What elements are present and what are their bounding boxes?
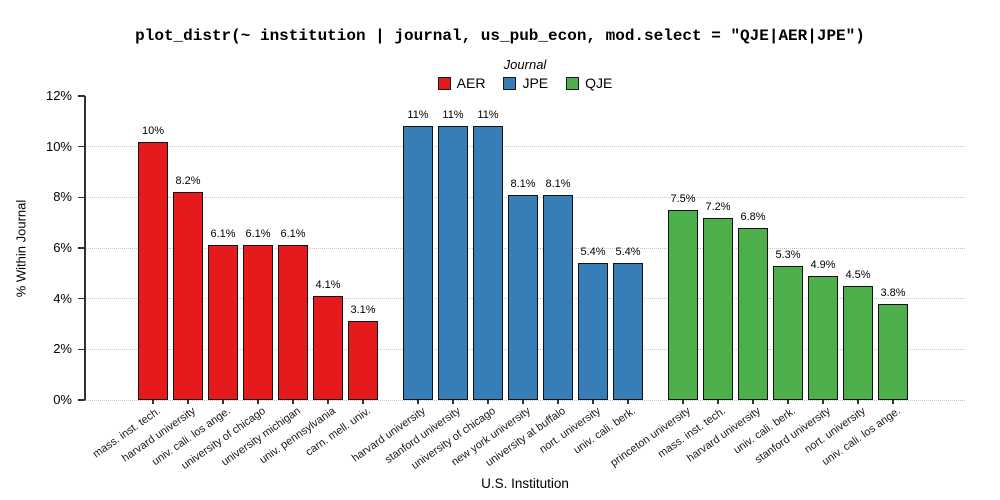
bar-qje <box>808 275 838 400</box>
gridline <box>85 146 965 148</box>
bar-value-label: 6.1% <box>280 228 306 241</box>
bar-jpe <box>438 126 468 400</box>
x-axis-tick <box>627 400 629 404</box>
bar-value-label: 5.4% <box>580 246 606 259</box>
legend-title: Journal <box>503 57 547 72</box>
x-axis-tick <box>822 400 824 404</box>
bar-value-label: 11% <box>407 109 429 122</box>
x-axis-tick <box>257 400 259 404</box>
bar-jpe <box>403 126 433 400</box>
y-axis-line <box>84 96 86 400</box>
y-axis-tick <box>78 399 85 401</box>
bar-qje <box>738 227 768 400</box>
bar-value-label: 4.1% <box>315 279 341 292</box>
y-axis-title: % Within Journal <box>13 199 29 298</box>
x-axis-title: U.S. Institution <box>481 476 569 491</box>
bar-value-label: 6.1% <box>210 228 236 241</box>
y-tick-label: 6% <box>53 240 72 255</box>
bar-jpe <box>578 263 608 400</box>
x-axis-tick <box>682 400 684 404</box>
legend: AER JPE QJE <box>85 75 965 91</box>
bar-value-label: 5.3% <box>775 248 801 261</box>
x-axis-tick <box>717 400 719 404</box>
bar-value-label: 4.5% <box>845 269 871 281</box>
bar-aer <box>138 141 168 400</box>
y-tick-label: 0% <box>53 392 72 407</box>
x-axis-tick <box>857 400 859 404</box>
bar-value-label: 4.9% <box>810 258 836 271</box>
legend-swatch-jpe <box>503 76 517 90</box>
y-tick-label: 2% <box>53 341 72 357</box>
x-axis-tick <box>222 400 224 404</box>
x-axis-tick <box>752 400 754 404</box>
bar-value-label: 5.4% <box>615 246 641 259</box>
y-tick-label: 8% <box>53 189 72 205</box>
y-axis-tick <box>78 95 85 97</box>
legend-entry-aer: AER <box>437 75 486 91</box>
x-axis-tick <box>522 400 524 404</box>
bar-qje <box>773 265 803 400</box>
x-axis-tick <box>327 400 329 404</box>
legend-entry-jpe: JPE <box>503 75 548 91</box>
y-axis-tick <box>78 145 85 148</box>
x-axis-tick <box>892 400 894 404</box>
bar-value-label: 6.8% <box>740 210 766 223</box>
bar-aer <box>348 321 378 400</box>
x-axis-tick <box>787 400 789 404</box>
x-axis-tick <box>557 400 559 404</box>
legend-label: AER <box>456 75 486 91</box>
bar-aer <box>278 245 308 400</box>
y-axis-tick <box>78 196 85 199</box>
bar-value-label: 6.1% <box>245 228 271 241</box>
bar-value-label: 8.1% <box>510 177 536 190</box>
x-axis-tick <box>417 400 419 404</box>
legend-swatch-aer <box>437 76 451 90</box>
bar-aer <box>243 245 273 400</box>
y-axis-tick <box>78 348 85 351</box>
bar-jpe <box>613 263 643 400</box>
bar-value-label: 8.2% <box>175 175 201 188</box>
chart-title: plot_distr(~ institution | journal, us_p… <box>135 27 865 45</box>
bar-jpe <box>508 194 538 400</box>
bar-value-label: 8.1% <box>545 177 571 190</box>
legend-label: JPE <box>522 75 549 91</box>
bar-value-label: 10% <box>141 124 165 137</box>
y-tick-label: 12% <box>45 88 72 103</box>
bar-value-label: 7.2% <box>705 200 731 213</box>
legend-swatch-qje <box>566 76 580 90</box>
y-tick-label: 10% <box>45 138 72 154</box>
y-tick-label: 4% <box>53 290 72 306</box>
gridline <box>85 399 965 401</box>
bar-value-label: 3.8% <box>880 286 906 299</box>
x-axis-tick <box>152 400 154 404</box>
bar-jpe <box>543 194 573 400</box>
x-axis-tick <box>362 400 364 404</box>
bar-qje <box>668 210 698 400</box>
bar-value-label: 7.5% <box>670 193 696 205</box>
y-axis-tick <box>78 247 85 249</box>
x-axis-tick <box>592 400 594 404</box>
bar-value-label: 3.1% <box>350 304 376 317</box>
x-axis-tick <box>487 400 489 404</box>
bar-jpe <box>473 126 503 400</box>
x-axis-tick <box>292 400 294 404</box>
bar-qje <box>878 303 908 400</box>
legend-entry-qje: QJE <box>566 75 612 91</box>
bar-qje <box>843 286 873 400</box>
legend-label: QJE <box>585 75 613 91</box>
bar-aer <box>208 245 238 400</box>
bar-qje <box>703 217 733 400</box>
x-axis-tick <box>452 400 454 404</box>
bar-value-label: 11% <box>477 109 499 122</box>
y-axis-tick <box>78 297 85 300</box>
bar-value-label: 11% <box>442 109 464 122</box>
bar-aer <box>313 296 343 400</box>
x-axis-tick <box>187 400 189 404</box>
bar-aer <box>173 192 203 400</box>
